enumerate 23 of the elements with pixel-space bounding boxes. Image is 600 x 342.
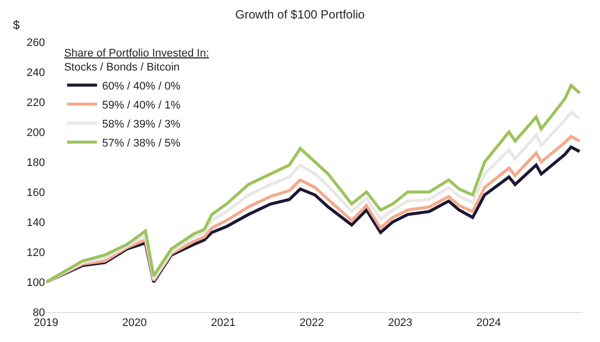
x-tick-label: 2022 (299, 317, 324, 330)
x-tick-label: 2024 (476, 317, 501, 330)
y-axis-title: $ (13, 18, 20, 32)
y-tick-label: 200 (26, 126, 45, 139)
y-tick-label: 260 (26, 36, 45, 49)
x-tick-label: 2021 (210, 317, 236, 330)
y-tick-label: 240 (26, 66, 45, 79)
y-tick-label: 220 (26, 96, 45, 109)
y-tick-label: 100 (26, 276, 45, 289)
y-tick-label: 120 (26, 246, 45, 259)
legend-label: 59% / 40% / 1% (102, 99, 181, 112)
x-tick-label: 2023 (388, 317, 412, 330)
y-tick-label: 160 (26, 186, 45, 199)
y-tick-label: 180 (26, 156, 45, 169)
legend-label: 60% / 40% / 0% (102, 80, 181, 92)
legend-label: 58% / 39% / 3% (102, 118, 181, 130)
x-tick-label: 2020 (122, 317, 147, 330)
legend-label: 57% / 38% / 5% (102, 137, 181, 150)
y-tick-label: 80 (32, 306, 45, 319)
legend-title: Share of Portfolio Invested In: Stocks / Bonds / Bitcoin (64, 47, 209, 74)
chart-title: Growth of $100 Portfolio (235, 8, 366, 22)
y-tick-label: 140 (26, 216, 45, 229)
x-tick-label: 2019 (34, 317, 58, 330)
